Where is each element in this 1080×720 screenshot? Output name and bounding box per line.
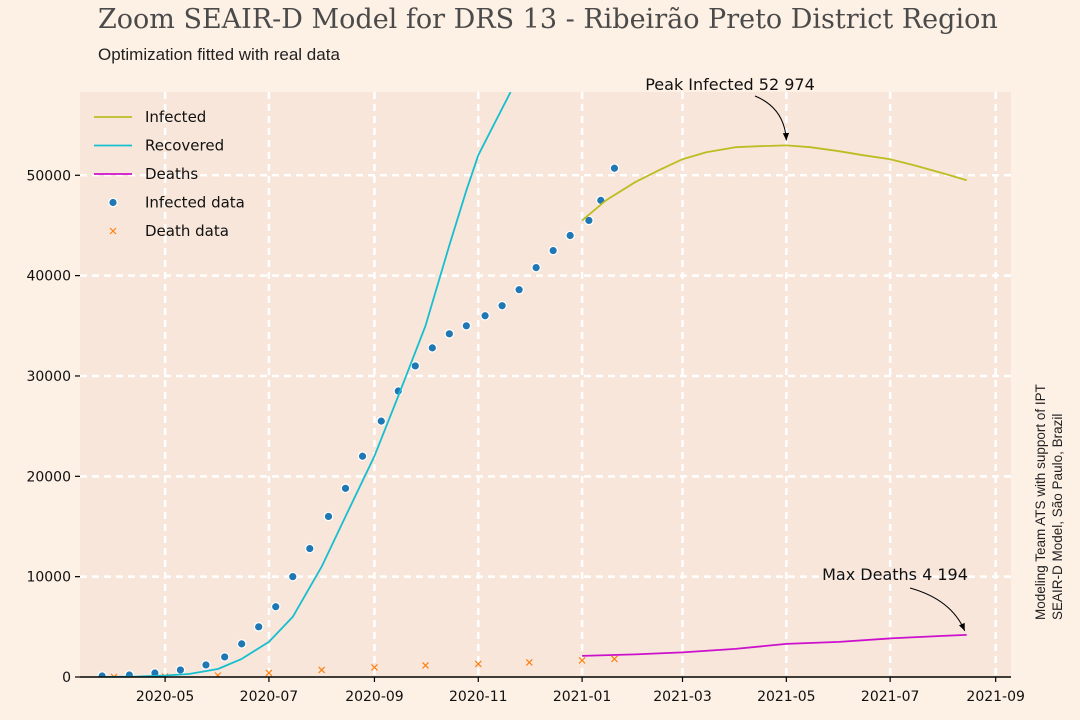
y-tick-label: 50000 bbox=[26, 168, 71, 184]
series-deaths bbox=[582, 634, 967, 657]
annotation-arrowhead bbox=[959, 622, 965, 631]
data-point-infected bbox=[287, 571, 298, 582]
data-point-infected bbox=[340, 483, 351, 494]
data-point-infected bbox=[427, 343, 438, 353]
data-point-infected bbox=[609, 163, 620, 174]
x-tick-label: 2021-05 bbox=[757, 689, 816, 705]
legend-swatch-x bbox=[109, 227, 117, 235]
legend-label: Infected bbox=[145, 108, 206, 126]
data-point-death bbox=[422, 662, 429, 669]
y-tick-label: 30000 bbox=[26, 369, 71, 385]
series-death-data bbox=[110, 655, 618, 677]
data-point-infected bbox=[219, 652, 230, 662]
data-point-infected bbox=[253, 622, 264, 632]
series-infected bbox=[581, 144, 967, 222]
legend-label: Death data bbox=[145, 222, 229, 240]
annotation-peak-infected: Peak Infected 52 974 bbox=[645, 75, 815, 141]
data-point-infected bbox=[461, 320, 472, 331]
chart-subtitle: Optimization fitted with real data bbox=[98, 45, 340, 64]
series-infected-data bbox=[97, 163, 620, 677]
series-line-recovered bbox=[102, 92, 512, 677]
data-point-death bbox=[265, 669, 273, 677]
annotation-text: Peak Infected 52 974 bbox=[645, 75, 815, 94]
data-point-infected bbox=[97, 671, 107, 677]
data-point-infected bbox=[531, 262, 541, 273]
data-point-infected bbox=[270, 601, 281, 612]
x-axis-ticks: 2020-05 2020-07 2020-09 2020-11 2021-01 2021-… bbox=[136, 677, 1025, 705]
data-point-death bbox=[611, 655, 618, 663]
x-tick-label: 2020-07 bbox=[240, 689, 299, 705]
data-point-infected bbox=[323, 511, 334, 522]
credit-note: Modeling Team ATS with support of IPT SE… bbox=[1032, 384, 1066, 620]
series-line-infected bbox=[581, 144, 967, 222]
y-tick-label: 10000 bbox=[26, 570, 71, 586]
legend-item-deaths: Deaths bbox=[94, 165, 198, 183]
legend-swatch-dot bbox=[108, 197, 118, 208]
legend: Infected Recovered Deaths Infected data Deat… bbox=[94, 108, 245, 240]
annotation-text: Max Deaths 4 194 bbox=[822, 565, 968, 584]
annotation-max-deaths: Max Deaths 4 194 bbox=[822, 565, 968, 632]
data-point-infected bbox=[410, 361, 421, 371]
data-point-infected bbox=[565, 230, 575, 241]
legend-label: Infected data bbox=[145, 194, 245, 212]
legend-item-infected-data: Infected data bbox=[108, 194, 245, 212]
data-point-infected bbox=[548, 245, 558, 256]
data-point-death bbox=[318, 666, 326, 674]
data-point-infected bbox=[357, 451, 368, 462]
plot-area bbox=[80, 92, 1011, 677]
data-point-death bbox=[214, 672, 222, 677]
legend-label: Recovered bbox=[145, 137, 224, 155]
data-point-death bbox=[525, 659, 533, 666]
x-tick-label: 2021-07 bbox=[861, 689, 920, 705]
data-point-infected bbox=[201, 660, 211, 670]
annotation-arrowhead bbox=[782, 132, 790, 141]
data-point-infected bbox=[514, 284, 524, 295]
data-point-infected bbox=[497, 300, 507, 311]
data-point-death bbox=[578, 657, 586, 664]
data-point-infected bbox=[304, 543, 315, 554]
data-point-infected bbox=[480, 310, 490, 321]
data-point-death bbox=[474, 660, 482, 668]
series-recovered bbox=[102, 92, 512, 677]
data-point-infected bbox=[175, 665, 186, 675]
y-tick-label: 20000 bbox=[26, 469, 71, 485]
y-axis-ticks: 0 10000 20000 30000 40000 50000 bbox=[26, 168, 80, 686]
grid-lines bbox=[80, 92, 1011, 677]
data-point-infected bbox=[124, 670, 135, 677]
annotations: Peak Infected 52 974 Max Deaths 4 194 bbox=[645, 75, 968, 632]
legend-label: Deaths bbox=[145, 165, 198, 183]
x-tick-label: 2020-11 bbox=[449, 689, 508, 705]
data-point-infected bbox=[444, 329, 455, 339]
y-tick-label: 0 bbox=[62, 670, 71, 686]
x-tick-label: 2020-05 bbox=[136, 689, 195, 705]
data-point-infected bbox=[584, 215, 594, 226]
x-tick-label: 2021-01 bbox=[553, 689, 612, 705]
chart-title: Zoom SEAIR-D Model for DRS 13 - Ribeirão… bbox=[98, 4, 998, 35]
x-tick-label: 2021-09 bbox=[966, 689, 1025, 705]
data-point-death bbox=[371, 664, 378, 671]
credit-line-1: Modeling Team ATS with support of IPT bbox=[1033, 384, 1048, 620]
legend-item-recovered: Recovered bbox=[94, 137, 224, 155]
y-tick-label: 40000 bbox=[26, 269, 71, 285]
legend-item-death-data: Death data bbox=[109, 222, 229, 240]
credit-line-2: SEAIR-D Model, São Paulo, Brazil bbox=[1050, 413, 1065, 620]
data-point-infected bbox=[376, 416, 387, 426]
x-tick-label: 2020-09 bbox=[345, 689, 404, 705]
x-tick-label: 2021-03 bbox=[653, 689, 712, 705]
legend-item-infected: Infected bbox=[94, 108, 206, 126]
series-line-deaths bbox=[582, 634, 967, 657]
data-point-infected bbox=[236, 639, 247, 649]
series-layer bbox=[97, 92, 967, 677]
